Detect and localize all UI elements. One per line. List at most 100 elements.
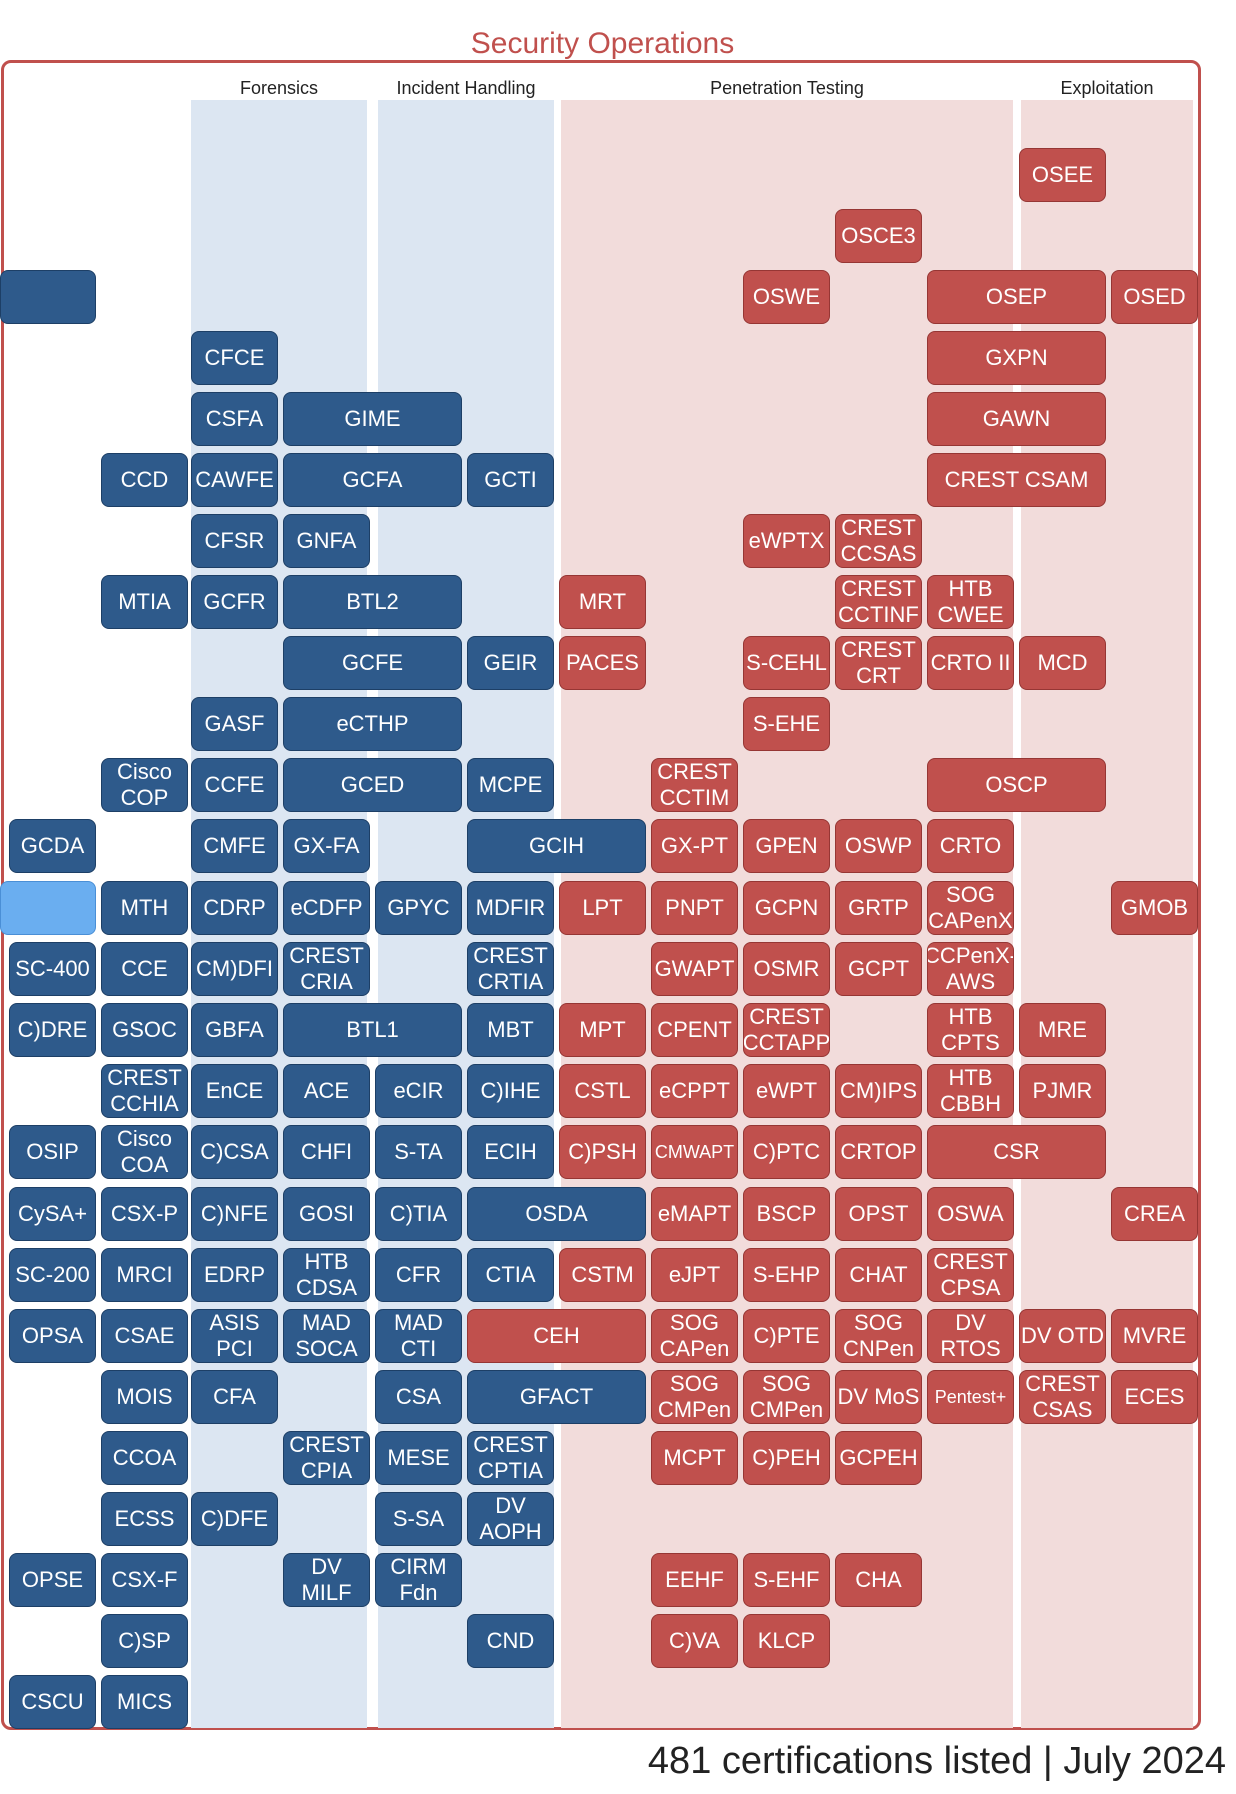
cert-cpent: CPENT bbox=[651, 1003, 738, 1057]
cert-crest-cpsa: CREST CPSA bbox=[927, 1248, 1014, 1302]
cert-ceh: CEH bbox=[467, 1309, 646, 1363]
cert-cisco-cop: Cisco COP bbox=[101, 758, 188, 812]
cert-htb-cdsa: HTB CDSA bbox=[283, 1248, 370, 1302]
cert-c-csa: C)CSA bbox=[191, 1125, 278, 1179]
cert-ecthp: eCTHP bbox=[283, 697, 462, 751]
cert-cdrp: CDRP bbox=[191, 881, 278, 935]
cert-crto: CRTO bbox=[927, 819, 1014, 873]
cert-ecir: eCIR bbox=[375, 1064, 462, 1118]
cert-gcpn: GCPN bbox=[743, 881, 830, 935]
cert-cmwapt: CMWAPT bbox=[651, 1125, 738, 1179]
cert-crest-cchia: CREST CCHIA bbox=[101, 1064, 188, 1118]
cert-mad-cti: MAD CTI bbox=[375, 1309, 462, 1363]
cert-ccfe: CCFE bbox=[191, 758, 278, 812]
cert-sog-cnpen: SOG CNPen bbox=[835, 1309, 922, 1363]
cert-crea: CREA bbox=[1111, 1187, 1198, 1241]
cert-chfi: CHFI bbox=[283, 1125, 370, 1179]
cert-ewpt: eWPT bbox=[743, 1064, 830, 1118]
cert-opst: OPST bbox=[835, 1187, 922, 1241]
cert-opse: OPSE bbox=[9, 1553, 96, 1607]
cert-gcih: GCIH bbox=[467, 819, 646, 873]
cert-c-va: C)VA bbox=[651, 1614, 738, 1668]
cert-c-dre: C)DRE bbox=[9, 1003, 96, 1057]
cert-pentest: Pentest+ bbox=[927, 1370, 1014, 1424]
cert-mcd: MCD bbox=[1019, 636, 1106, 690]
cert-s-ta: S-TA bbox=[375, 1125, 462, 1179]
cert-edrp: EDRP bbox=[191, 1248, 278, 1302]
cert-crest-cctinf: CREST CCTINF bbox=[835, 575, 922, 629]
cert-c-sp: C)SP bbox=[101, 1614, 188, 1668]
cert-cawfe: CAWFE bbox=[191, 453, 278, 507]
cert-csx-f: CSX-F bbox=[101, 1553, 188, 1607]
cert-osep: OSEP bbox=[927, 270, 1106, 324]
cert-gced: GCED bbox=[283, 758, 462, 812]
cert-osce3: OSCE3 bbox=[835, 209, 922, 263]
cert-gbfa: GBFA bbox=[191, 1003, 278, 1057]
cert-bscp: BSCP bbox=[743, 1187, 830, 1241]
cert-gsoc: GSOC bbox=[101, 1003, 188, 1057]
cert-mois: MOIS bbox=[101, 1370, 188, 1424]
column-label-penetration-testing: Penetration Testing bbox=[710, 78, 864, 98]
cert-mcpe: MCPE bbox=[467, 758, 554, 812]
cert-ace: ACE bbox=[283, 1064, 370, 1118]
cert-crest-csam: CREST CSAM bbox=[927, 453, 1106, 507]
cert-gasf: GASF bbox=[191, 697, 278, 751]
cert-gfact: GFACT bbox=[467, 1370, 646, 1424]
cert-sc-200: SC-200 bbox=[9, 1248, 96, 1302]
cert-opsa: OPSA bbox=[9, 1309, 96, 1363]
cert-gcfe: GCFE bbox=[283, 636, 462, 690]
cert-mbt: MBT bbox=[467, 1003, 554, 1057]
cert-ecss: ECSS bbox=[101, 1492, 188, 1546]
cert-htb-cbbh: HTB CBBH bbox=[927, 1064, 1014, 1118]
cert-gcpt: GCPT bbox=[835, 942, 922, 996]
cert-sog-capenx: SOG CAPenX bbox=[927, 881, 1014, 935]
cert-osda: OSDA bbox=[467, 1187, 646, 1241]
cert-htb-cpts: HTB CPTS bbox=[927, 1003, 1014, 1057]
cert-c-ihe: C)IHE bbox=[467, 1064, 554, 1118]
cert-mtia: MTIA bbox=[101, 575, 188, 629]
cert-sog-cmpen: SOG CMPen bbox=[743, 1370, 830, 1424]
cert-cm-ips: CM)IPS bbox=[835, 1064, 922, 1118]
cert-cm-dfi: CM)DFI bbox=[191, 942, 278, 996]
cert-lpt: LPT bbox=[559, 881, 646, 935]
cert-oswa: OSWA bbox=[927, 1187, 1014, 1241]
cert-osip: OSIP bbox=[9, 1125, 96, 1179]
column-label-forensics: Forensics bbox=[239, 78, 319, 98]
cert-sc-400: SC-400 bbox=[9, 942, 96, 996]
cert-c-ptc: C)PTC bbox=[743, 1125, 830, 1179]
cert-cstm: CSTM bbox=[559, 1248, 646, 1302]
cert-ccoa: CCOA bbox=[101, 1431, 188, 1485]
cert-dv-aoph: DV AOPH bbox=[467, 1492, 554, 1546]
cert-gime: GIME bbox=[283, 392, 462, 446]
cert-gx-pt: GX-PT bbox=[651, 819, 738, 873]
cert-sog-cmpen: SOG CMPen bbox=[651, 1370, 738, 1424]
cert-oswp: OSWP bbox=[835, 819, 922, 873]
cert-cscu: CSCU bbox=[9, 1675, 96, 1729]
cert-gcfr: GCFR bbox=[191, 575, 278, 629]
cert-osee: OSEE bbox=[1019, 148, 1106, 202]
cert-crest-cptia: CREST CPTIA bbox=[467, 1431, 554, 1485]
cert-mvre: MVRE bbox=[1111, 1309, 1198, 1363]
cert-mrci: MRCI bbox=[101, 1248, 188, 1302]
cert-btl1: BTL1 bbox=[283, 1003, 462, 1057]
cert-gnfa: GNFA bbox=[283, 514, 370, 568]
cert-crest-csas: CREST CSAS bbox=[1019, 1370, 1106, 1424]
cert-mpt: MPT bbox=[559, 1003, 646, 1057]
cert-osmr: OSMR bbox=[743, 942, 830, 996]
cert-crest-ccsas: CREST CCSAS bbox=[835, 514, 922, 568]
cert-cfsr: CFSR bbox=[191, 514, 278, 568]
cert-c-nfe: C)NFE bbox=[191, 1187, 278, 1241]
cert-crest-cctapp: CREST CCTAPP bbox=[743, 1003, 830, 1057]
cert-cfce: CFCE bbox=[191, 331, 278, 385]
cert-geir: GEIR bbox=[467, 636, 554, 690]
cert-blank bbox=[0, 270, 96, 324]
cert-crest-cpia: CREST CPIA bbox=[283, 1431, 370, 1485]
cert-gpen: GPEN bbox=[743, 819, 830, 873]
cert-chat: CHAT bbox=[835, 1248, 922, 1302]
cert-cce: CCE bbox=[101, 942, 188, 996]
cert-gcfa: GCFA bbox=[283, 453, 462, 507]
cert-gcpeh: GCPEH bbox=[835, 1431, 922, 1485]
cert-c-psh: C)PSH bbox=[559, 1125, 646, 1179]
cert-ecih: ECIH bbox=[467, 1125, 554, 1179]
cert-csr: CSR bbox=[927, 1125, 1106, 1179]
